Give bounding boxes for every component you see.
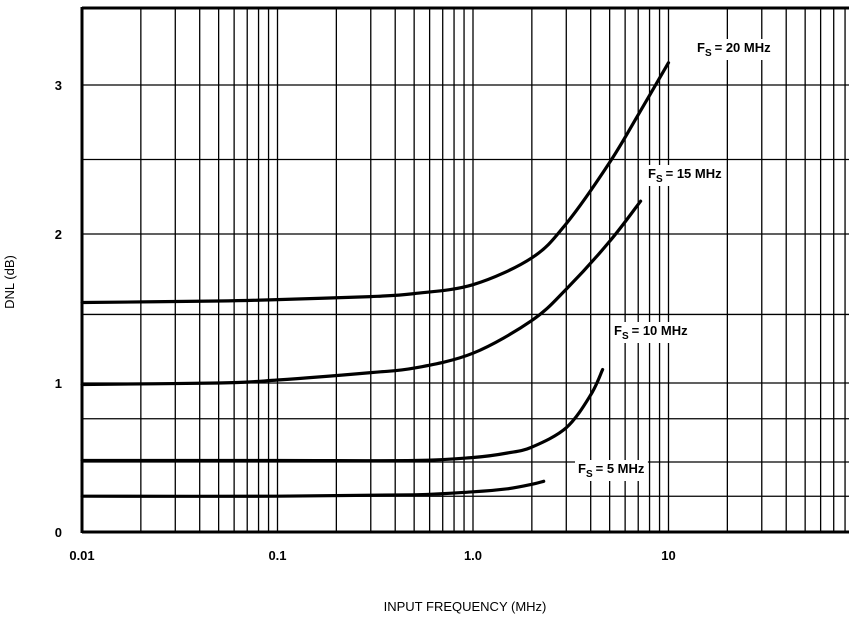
series-label-3: FS = 5 MHz xyxy=(578,461,645,480)
series-label-background xyxy=(575,460,648,481)
series-label-rest: = 5 MHz xyxy=(596,461,645,476)
x-tick-label: 1.0 xyxy=(464,548,482,563)
y-axis-title: DNL (dB) xyxy=(2,255,17,309)
series-label-main: F xyxy=(697,40,705,55)
series-label-subscript: S xyxy=(586,469,593,480)
series-curve-0 xyxy=(80,61,671,305)
grid xyxy=(81,8,849,532)
x-tick-label: 0.1 xyxy=(268,548,286,563)
y-tick-label: 2 xyxy=(55,227,62,242)
series-curves xyxy=(80,61,671,498)
series-label-0: FS = 20 MHz xyxy=(697,40,771,59)
series-label-main: F xyxy=(648,166,656,181)
y-tick-label: 1 xyxy=(55,376,62,391)
series-label-background xyxy=(645,165,726,186)
y-tick-label: 3 xyxy=(55,78,62,93)
series-label-subscript: S xyxy=(705,48,712,59)
series-label-subscript: S xyxy=(656,174,663,185)
x-axis-title: INPUT FREQUENCY (MHz) xyxy=(384,599,547,614)
series-label-main: F xyxy=(578,461,586,476)
series-label-background xyxy=(611,322,692,343)
series-curve-2 xyxy=(80,368,605,463)
series-label-background xyxy=(694,39,775,60)
series-label-1: FS = 15 MHz xyxy=(648,166,722,185)
series-label-rest: = 15 MHz xyxy=(666,166,722,181)
series-label-rest: = 10 MHz xyxy=(632,323,688,338)
y-tick-label: 0 xyxy=(55,525,62,540)
series-label-subscript: S xyxy=(622,331,629,342)
series-label-main: F xyxy=(614,323,622,338)
series-curve-1 xyxy=(80,199,643,387)
x-tick-label: 0.01 xyxy=(69,548,94,563)
series-label-rest: = 20 MHz xyxy=(715,40,771,55)
x-tick-label: 10 xyxy=(661,548,675,563)
series-curve-3 xyxy=(80,479,546,498)
series-label-2: FS = 10 MHz xyxy=(614,323,688,342)
tick-labels: 0.01 0.1 1.0 10 0 1 2 3 xyxy=(55,78,676,563)
plot-frame xyxy=(80,6,849,534)
